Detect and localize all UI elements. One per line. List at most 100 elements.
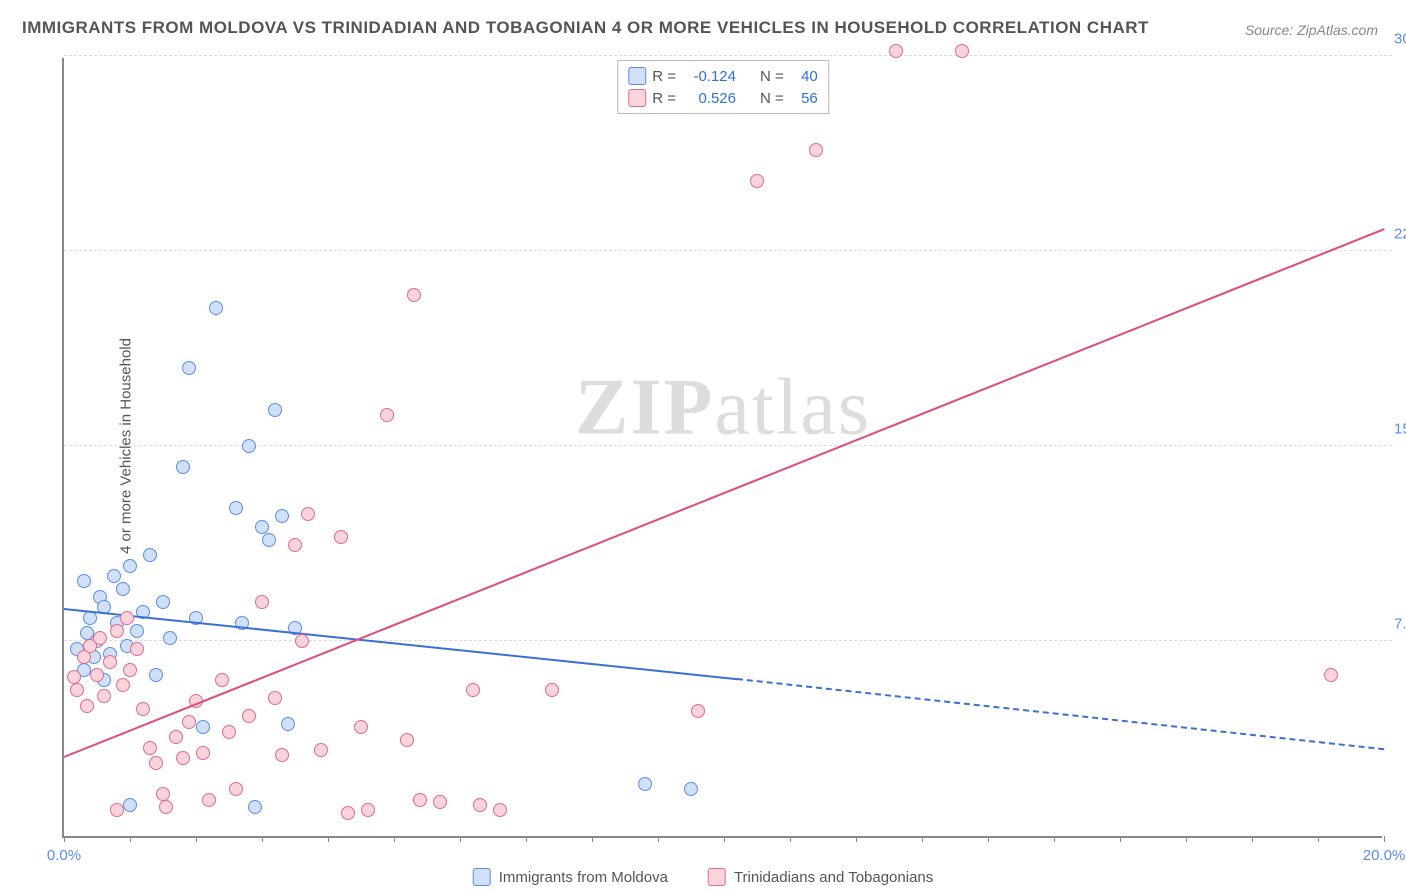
data-point xyxy=(130,624,144,638)
data-point xyxy=(196,720,210,734)
data-point xyxy=(143,741,157,755)
x-tick-mark xyxy=(460,836,461,842)
scatter-plot: ZIPatlas R =-0.124N =40R =0.526N =56 7.5… xyxy=(62,58,1382,838)
data-point xyxy=(809,143,823,157)
data-point xyxy=(123,798,137,812)
x-tick-mark xyxy=(1186,836,1187,842)
source-label: Source: ZipAtlas.com xyxy=(1245,22,1378,38)
data-point xyxy=(413,793,427,807)
watermark: ZIPatlas xyxy=(575,363,871,454)
x-tick-mark xyxy=(1384,836,1385,842)
data-point xyxy=(202,793,216,807)
chart-title: IMMIGRANTS FROM MOLDOVA VS TRINIDADIAN A… xyxy=(22,18,1149,38)
stat-r-label: R = xyxy=(652,90,676,107)
data-point xyxy=(93,631,107,645)
x-tick-label: 0.0% xyxy=(47,847,81,864)
data-point xyxy=(750,174,764,188)
data-point xyxy=(684,782,698,796)
data-point xyxy=(301,507,315,521)
data-point xyxy=(341,806,355,820)
data-point xyxy=(361,803,375,817)
data-point xyxy=(255,595,269,609)
y-tick-label: 15.0% xyxy=(1384,421,1406,438)
data-point xyxy=(466,683,480,697)
legend-label: Immigrants from Moldova xyxy=(499,869,668,886)
stat-r-label: R = xyxy=(652,68,676,85)
stat-n-label: N = xyxy=(760,68,784,85)
data-point xyxy=(156,787,170,801)
data-point xyxy=(67,670,81,684)
data-point xyxy=(130,642,144,656)
data-point xyxy=(545,683,559,697)
legend-swatch xyxy=(708,868,726,886)
data-point xyxy=(182,715,196,729)
data-point xyxy=(169,730,183,744)
data-point xyxy=(400,733,414,747)
legend-item: Trinidadians and Tobagonians xyxy=(708,868,933,886)
x-tick-mark xyxy=(724,836,725,842)
x-tick-mark xyxy=(130,836,131,842)
data-point xyxy=(156,595,170,609)
data-point xyxy=(288,538,302,552)
data-point xyxy=(215,673,229,687)
data-point xyxy=(116,678,130,692)
data-point xyxy=(107,569,121,583)
gridline xyxy=(64,640,1392,641)
data-point xyxy=(159,800,173,814)
stat-row: R =-0.124N =40 xyxy=(628,65,818,87)
data-point xyxy=(314,743,328,757)
data-point xyxy=(242,709,256,723)
x-tick-mark xyxy=(328,836,329,842)
gridline xyxy=(64,55,1392,56)
data-point xyxy=(354,720,368,734)
data-point xyxy=(143,548,157,562)
data-point xyxy=(209,301,223,315)
regression-line xyxy=(737,678,1384,750)
data-point xyxy=(120,611,134,625)
data-point xyxy=(136,702,150,716)
stat-n-label: N = xyxy=(760,90,784,107)
x-tick-mark xyxy=(658,836,659,842)
y-tick-label: 22.5% xyxy=(1384,226,1406,243)
x-tick-mark xyxy=(1120,836,1121,842)
x-tick-mark xyxy=(262,836,263,842)
legend-item: Immigrants from Moldova xyxy=(473,868,668,886)
data-point xyxy=(955,44,969,58)
data-point xyxy=(275,748,289,762)
data-point xyxy=(182,361,196,375)
stat-n-value: 40 xyxy=(790,68,818,85)
data-point xyxy=(268,691,282,705)
data-point xyxy=(295,634,309,648)
data-point xyxy=(80,699,94,713)
data-point xyxy=(103,655,117,669)
data-point xyxy=(889,44,903,58)
data-point xyxy=(229,501,243,515)
data-point xyxy=(493,803,507,817)
data-point xyxy=(149,756,163,770)
data-point xyxy=(176,751,190,765)
data-point xyxy=(90,668,104,682)
data-point xyxy=(638,777,652,791)
x-tick-mark xyxy=(856,836,857,842)
data-point xyxy=(110,624,124,638)
data-point xyxy=(334,530,348,544)
legend-swatch xyxy=(628,67,646,85)
x-tick-mark xyxy=(1318,836,1319,842)
data-point xyxy=(255,520,269,534)
data-point xyxy=(433,795,447,809)
data-point xyxy=(229,782,243,796)
x-tick-mark xyxy=(1054,836,1055,842)
y-tick-label: 30.0% xyxy=(1384,31,1406,48)
series-legend: Immigrants from Moldova Trinidadians and … xyxy=(473,868,934,886)
data-point xyxy=(163,631,177,645)
legend-label: Trinidadians and Tobagonians xyxy=(734,869,933,886)
stat-n-value: 56 xyxy=(790,90,818,107)
data-point xyxy=(281,717,295,731)
x-tick-mark xyxy=(988,836,989,842)
data-point xyxy=(70,683,84,697)
data-point xyxy=(242,439,256,453)
data-point xyxy=(123,559,137,573)
data-point xyxy=(222,725,236,739)
data-point xyxy=(196,746,210,760)
data-point xyxy=(275,509,289,523)
